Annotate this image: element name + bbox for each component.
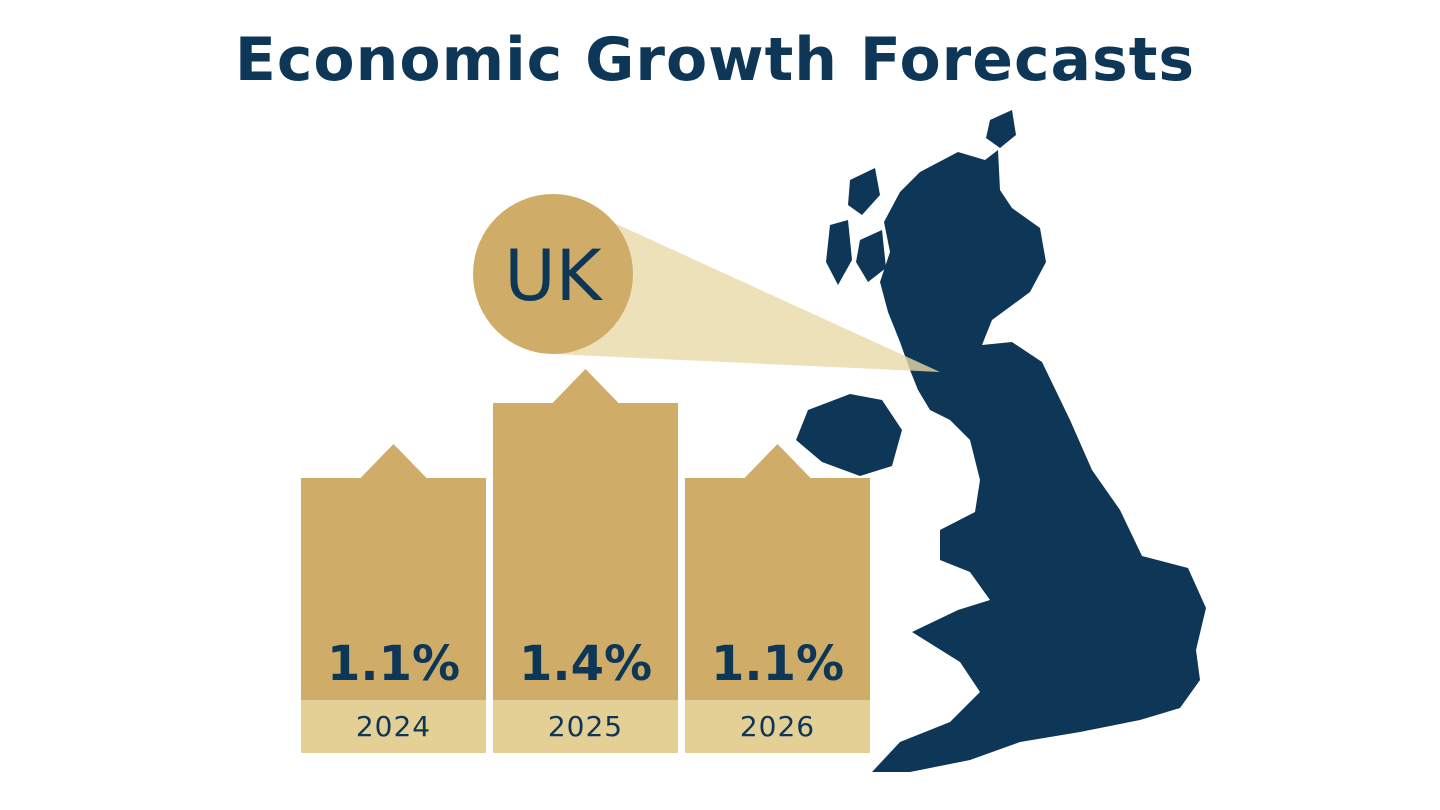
beam	[553, 195, 940, 372]
island	[986, 110, 1016, 148]
value-label: 1.4%	[519, 636, 652, 692]
badge-label: UK	[504, 235, 603, 317]
northern-ireland	[796, 394, 902, 476]
bars: 1.1% 2024 1.4% 2025 1.1% 2026	[301, 369, 870, 753]
value-label: 1.1%	[327, 636, 460, 692]
island	[856, 230, 886, 282]
chart-title: Economic Growth Forecasts	[235, 25, 1195, 95]
bar	[301, 444, 486, 700]
bar	[493, 369, 678, 700]
category-strip	[301, 700, 486, 753]
x-tick-label: 2024	[356, 710, 431, 743]
island	[848, 168, 880, 215]
value-label: 1.1%	[711, 636, 844, 692]
island	[826, 220, 852, 285]
category-strip	[685, 700, 870, 753]
bar	[685, 444, 870, 700]
x-tick-label: 2026	[740, 710, 815, 743]
category-strip	[493, 700, 678, 753]
uk-map	[796, 110, 1206, 772]
badge	[473, 194, 633, 354]
great-britain	[872, 150, 1206, 772]
x-tick-label: 2025	[548, 710, 623, 743]
